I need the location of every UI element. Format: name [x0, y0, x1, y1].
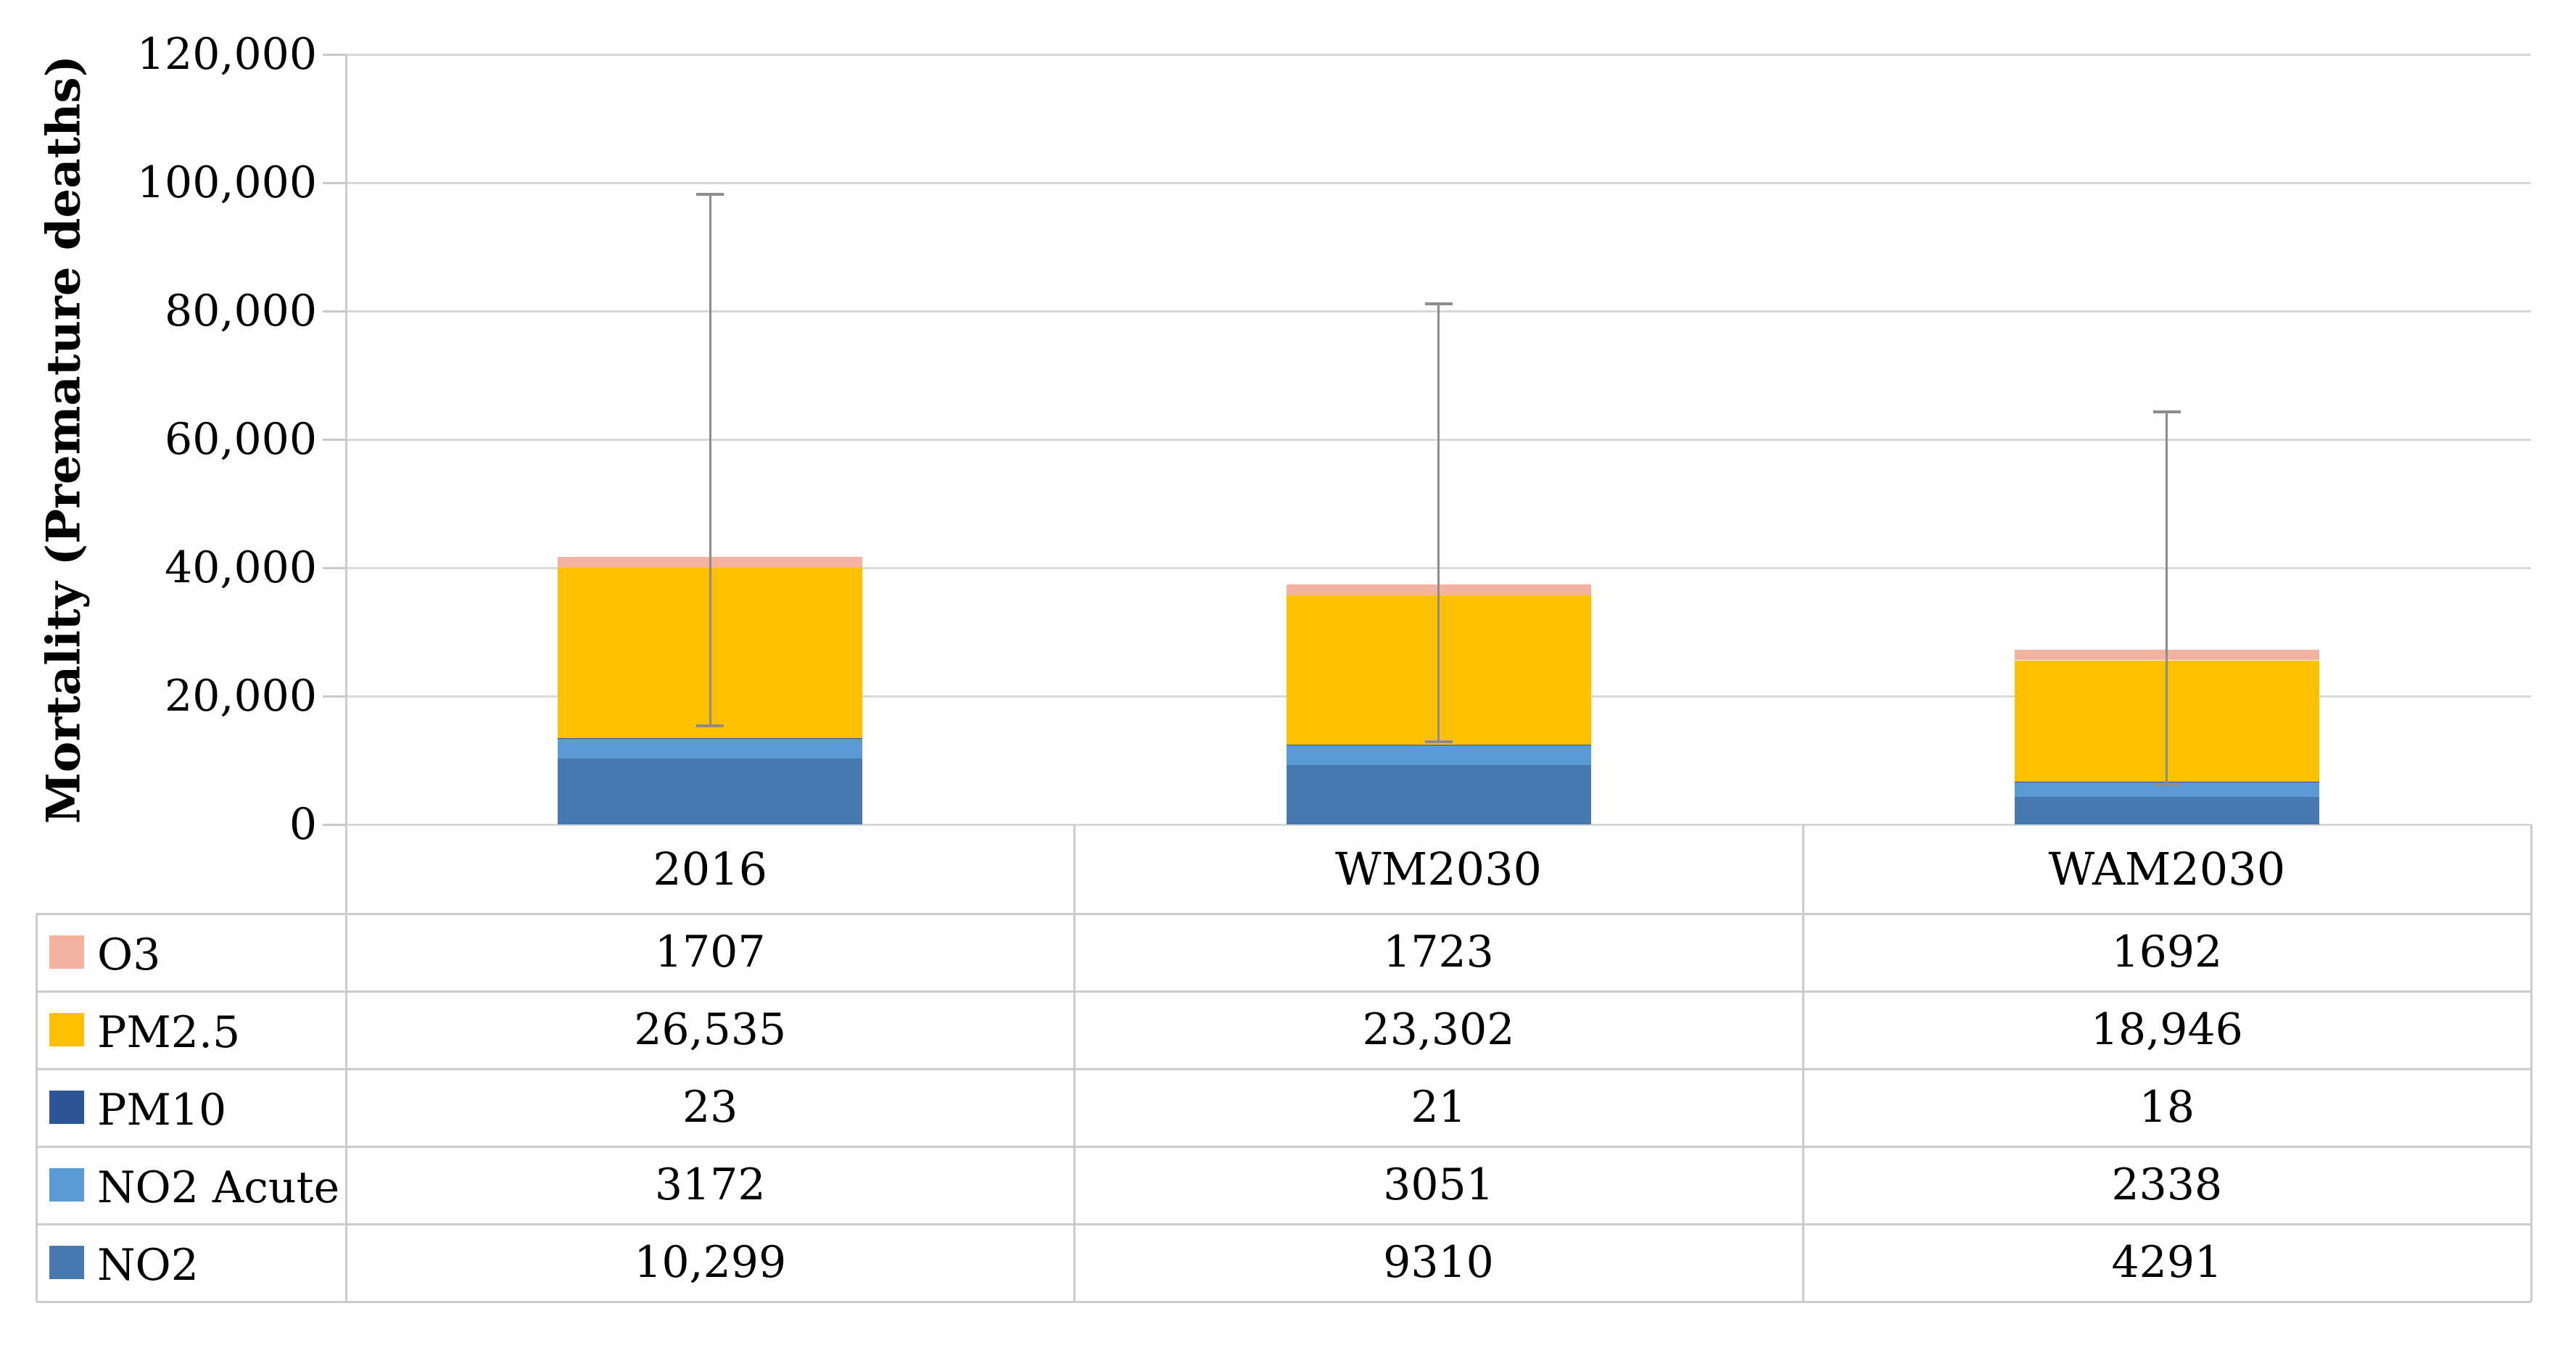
y-axis-tick	[323, 310, 346, 313]
table-border	[1801, 824, 1804, 1302]
table-border	[36, 1068, 2531, 1070]
table-border	[36, 913, 2531, 915]
category-label-wm2030: WM2030	[1334, 843, 1542, 896]
error-bar-bottom-cap	[1424, 740, 1453, 743]
table-cell-no2-2016: 10,299	[634, 1237, 787, 1288]
error-bar	[1437, 304, 1440, 742]
pm25-swatch-icon	[49, 1013, 84, 1047]
y-tick-label: 100,000	[136, 157, 317, 208]
bar-segment-no2-wm2030	[1286, 764, 1591, 824]
table-border	[36, 1223, 2531, 1225]
legend-label: NO2	[97, 1239, 199, 1291]
gridline	[346, 824, 2531, 826]
y-axis-tick	[323, 567, 346, 569]
bar-segment-no2-acute-2016	[558, 737, 863, 758]
legend-row-pm25: PM2.5	[36, 991, 346, 1069]
table-cell-no2-wm2030: 9310	[1383, 1237, 1494, 1288]
y-tick-label: 80,000	[165, 286, 317, 336]
legend-row-o3: O3	[36, 914, 346, 991]
table-border	[36, 914, 38, 1302]
no2-acute-swatch-icon	[49, 1168, 84, 1202]
y-axis-tick	[323, 695, 346, 698]
bar-segment-no2-wam2030	[2014, 797, 2319, 824]
error-bar-top-cap	[696, 192, 724, 196]
y-axis-tick	[323, 439, 346, 441]
table-border	[36, 1301, 2531, 1303]
bar-segment-no2-2016	[558, 758, 863, 824]
legend-label: NO2 Acute	[97, 1162, 340, 1213]
gridline	[346, 182, 2531, 184]
legend-label: PM2.5	[97, 1006, 241, 1058]
gridline	[346, 54, 2531, 56]
table-cell-pm10-wm2030: 21	[1411, 1082, 1466, 1133]
error-bar-top-cap	[2152, 410, 2181, 413]
table-cell-pm10-wam2030: 18	[2139, 1082, 2195, 1133]
table-cell-o3-2016: 1707	[654, 927, 766, 977]
legend-row-no2: NO2	[36, 1224, 346, 1302]
error-bar-top-cap	[1424, 302, 1453, 306]
error-bar	[2166, 411, 2168, 785]
y-axis-tick	[323, 182, 346, 184]
table-cell-o3-wm2030: 1723	[1383, 927, 1494, 977]
table-cell-pm25-wm2030: 23,302	[1362, 1004, 1515, 1055]
table-cell-pm25-2016: 26,535	[634, 1004, 787, 1055]
error-bar	[709, 194, 711, 726]
legend-row-pm10: PM10	[36, 1069, 346, 1146]
bar-segment-no2-acute-wm2030	[1286, 745, 1591, 765]
table-border	[2530, 824, 2532, 1302]
y-tick-label: 40,000	[165, 542, 317, 593]
pm10-swatch-icon	[49, 1091, 84, 1125]
bar-segment-pm10-2016	[558, 737, 863, 739]
category-label-wam2030: WAM2030	[2048, 843, 2286, 896]
legend-label: O3	[97, 929, 161, 980]
table-border	[1073, 824, 1076, 1302]
table-cell-no2-acute-2016: 3172	[654, 1159, 766, 1210]
table-cell-o3-wam2030: 1692	[2111, 927, 2223, 977]
table-cell-no2-wam2030: 4291	[2111, 1237, 2223, 1288]
y-axis-tick	[323, 54, 346, 56]
legend-row-no2-acute: NO2 Acute	[36, 1146, 346, 1224]
o3-swatch-icon	[49, 935, 84, 969]
table-cell-no2-acute-wm2030: 3051	[1383, 1159, 1494, 1210]
bar-segment-no2-acute-wam2030	[2014, 782, 2319, 798]
category-label-2016: 2016	[653, 843, 768, 896]
table-border	[36, 991, 2531, 993]
y-tick-label: 60,000	[165, 414, 317, 465]
table-cell-pm10-2016: 23	[682, 1082, 738, 1133]
y-tick-label: 0	[289, 799, 317, 850]
error-bar-bottom-cap	[696, 724, 724, 727]
table-border	[36, 1146, 2531, 1148]
table-cell-pm25-wam2030: 18,946	[2090, 1004, 2243, 1055]
legend-label: PM10	[97, 1084, 227, 1136]
y-tick-label: 120,000	[136, 29, 317, 80]
y-axis-tick	[323, 824, 346, 826]
table-cell-no2-acute-wam2030: 2338	[2111, 1159, 2223, 1210]
y-tick-label: 20,000	[165, 671, 317, 721]
y-axis-line	[345, 54, 347, 1302]
no2-swatch-icon	[49, 1246, 84, 1280]
error-bar-bottom-cap	[2152, 783, 2181, 787]
